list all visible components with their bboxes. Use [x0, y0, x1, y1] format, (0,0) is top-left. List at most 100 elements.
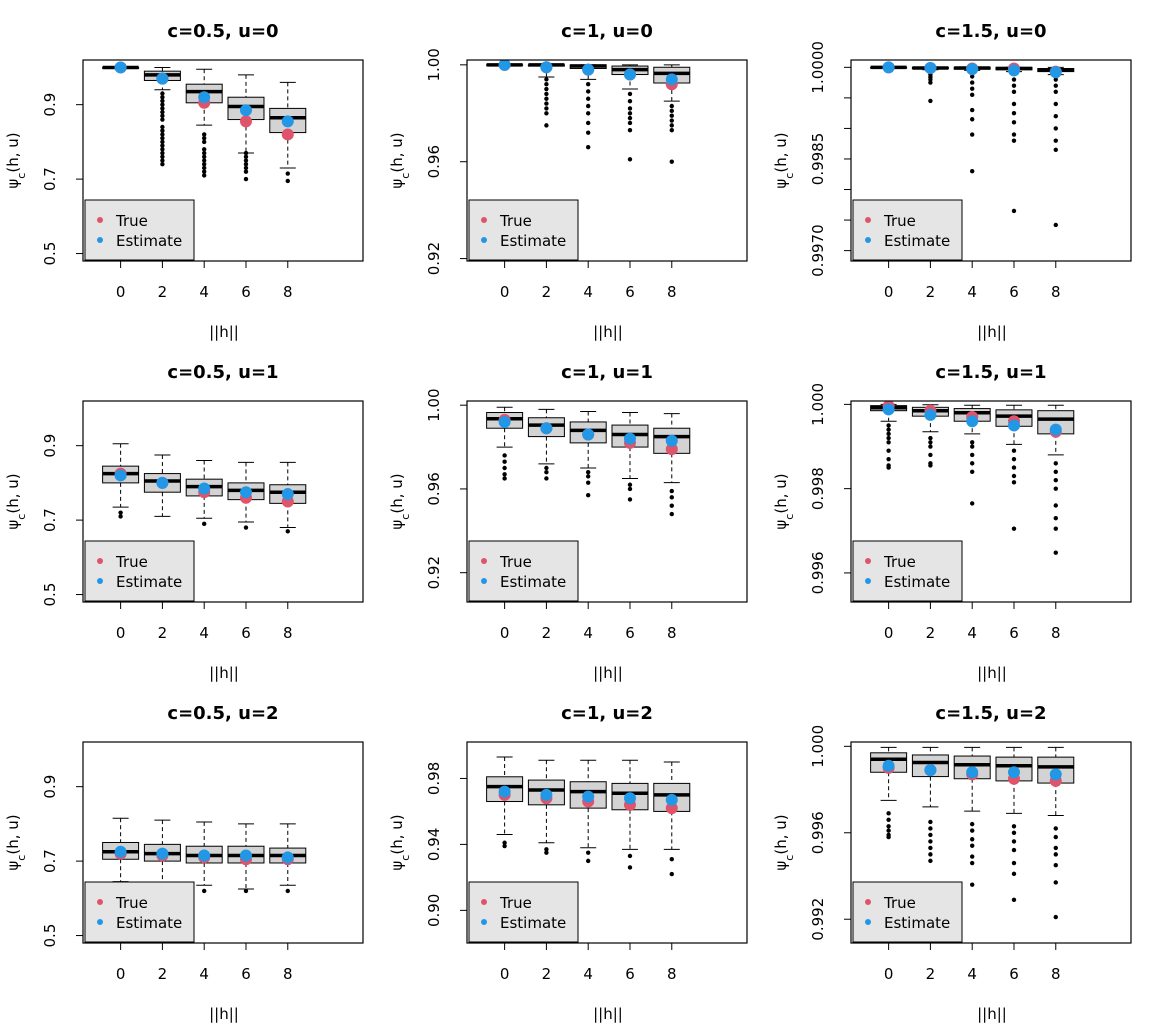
outlier-point: [201, 132, 207, 137]
outlier-point: [928, 444, 933, 449]
y-axis-label: ψc(h, u): [772, 814, 796, 870]
panel-9: c=1.5, u=2 0.992 0.996 1.000 ψc(h, u) 0 2 4 6 8 ||…: [772, 703, 1132, 1023]
legend-box: [84, 881, 195, 943]
outlier-point: [886, 817, 891, 823]
x-tick-label: 0: [500, 283, 510, 301]
outlier-point: [969, 444, 975, 449]
estimate-point: [281, 115, 294, 128]
outlier-point: [544, 96, 549, 101]
legend-estimate-marker: [97, 578, 103, 584]
y-tick-label: 0.996: [809, 811, 827, 854]
y-tick-label: 0.9: [41, 775, 59, 799]
outlier-point: [544, 86, 549, 92]
estimate-point: [582, 428, 595, 441]
outlier-point: [1053, 826, 1058, 831]
outlier-point: [969, 452, 975, 458]
estimate-point: [281, 851, 294, 864]
outlier-point: [669, 123, 674, 128]
box-8: [653, 761, 691, 877]
outlier-point: [544, 111, 549, 116]
legend-estimate-label: Estimate: [500, 914, 566, 932]
outlier-point: [201, 154, 207, 159]
legend-true-label: True: [883, 212, 916, 230]
x-tick-label: 4: [199, 965, 209, 983]
box-2: [143, 819, 181, 894]
box-8: [1037, 746, 1075, 920]
legend-box: [468, 199, 579, 261]
outlier-point: [1053, 126, 1058, 131]
outlier-point: [969, 74, 975, 79]
y-tick-label: 0.94: [425, 828, 443, 861]
box-4: [569, 63, 607, 150]
x-axis-label: ||h||: [209, 1005, 239, 1023]
outlier-point: [886, 423, 891, 428]
plot-frame: [82, 400, 364, 603]
legend: True Estimate: [84, 199, 195, 261]
x-tick-label: 4: [583, 624, 593, 642]
outlier-point: [1053, 515, 1058, 521]
outlier-point: [118, 510, 123, 515]
true-point: [281, 128, 294, 141]
x-tick-label: 8: [283, 965, 293, 983]
outlier-point: [160, 132, 165, 137]
y-tick-label: 1.000: [809, 725, 827, 768]
estimate-point: [1049, 768, 1062, 781]
legend-estimate-marker: [865, 919, 871, 925]
outlier-point: [669, 488, 674, 494]
y-axis-label: ψc(h, u): [772, 132, 796, 188]
y-tick-label: 0.7: [41, 508, 59, 532]
outlier-point: [544, 106, 549, 111]
outlier-point: [585, 130, 591, 135]
x-tick-label: 2: [158, 624, 168, 642]
panel-title: c=1.5, u=0: [935, 21, 1046, 42]
outlier-point: [585, 480, 591, 485]
y-axis-label: ψc(h, u): [4, 132, 28, 188]
outlier-point: [1011, 824, 1017, 829]
outlier-point: [669, 118, 674, 123]
box-4: [185, 821, 223, 894]
outlier-point: [669, 503, 674, 508]
box-2: [911, 404, 949, 468]
box-6: [227, 461, 265, 530]
legend: True Estimate: [468, 199, 579, 261]
outlier-point: [627, 111, 633, 116]
outlier-point: [886, 463, 891, 468]
outlier-point: [201, 135, 207, 141]
estimate-point: [498, 415, 511, 428]
box-2: [143, 454, 181, 517]
outlier-point: [160, 143, 165, 148]
outlier-point: [585, 493, 591, 498]
outlier-point: [928, 845, 933, 851]
outlier-point: [928, 80, 933, 85]
outlier-point: [627, 98, 633, 104]
x-tick-label: 6: [241, 283, 251, 301]
outlier-point: [1011, 860, 1017, 866]
estimate-point: [665, 434, 678, 447]
outlier-point: [544, 123, 549, 128]
outlier-point: [669, 128, 674, 133]
estimate-point: [1049, 423, 1062, 436]
x-tick-label: 6: [1009, 283, 1019, 301]
outlier-point: [969, 860, 975, 866]
estimate-point: [623, 792, 636, 805]
x-tick-label: 0: [884, 283, 894, 301]
panel-title: c=1, u=0: [561, 21, 653, 42]
estimate-point: [498, 60, 511, 71]
estimate-point: [665, 73, 678, 86]
box-2: [911, 746, 949, 864]
x-tick-label: 8: [1051, 283, 1061, 301]
legend-true-marker: [865, 899, 871, 905]
outlier-point: [669, 103, 674, 109]
estimate-point: [966, 415, 979, 428]
y-tick-label: 0.5: [41, 924, 59, 948]
x-tick-label: 8: [283, 624, 293, 642]
outlier-point: [1011, 465, 1017, 470]
outlier-point: [1011, 77, 1017, 82]
plot-frame: [850, 400, 1132, 603]
outlier-point: [243, 888, 249, 894]
x-tick-label: 4: [583, 283, 593, 301]
legend: True Estimate: [84, 540, 195, 602]
outlier-point: [243, 165, 249, 171]
x-tick-label: 4: [967, 624, 977, 642]
outlier-point: [669, 857, 674, 862]
